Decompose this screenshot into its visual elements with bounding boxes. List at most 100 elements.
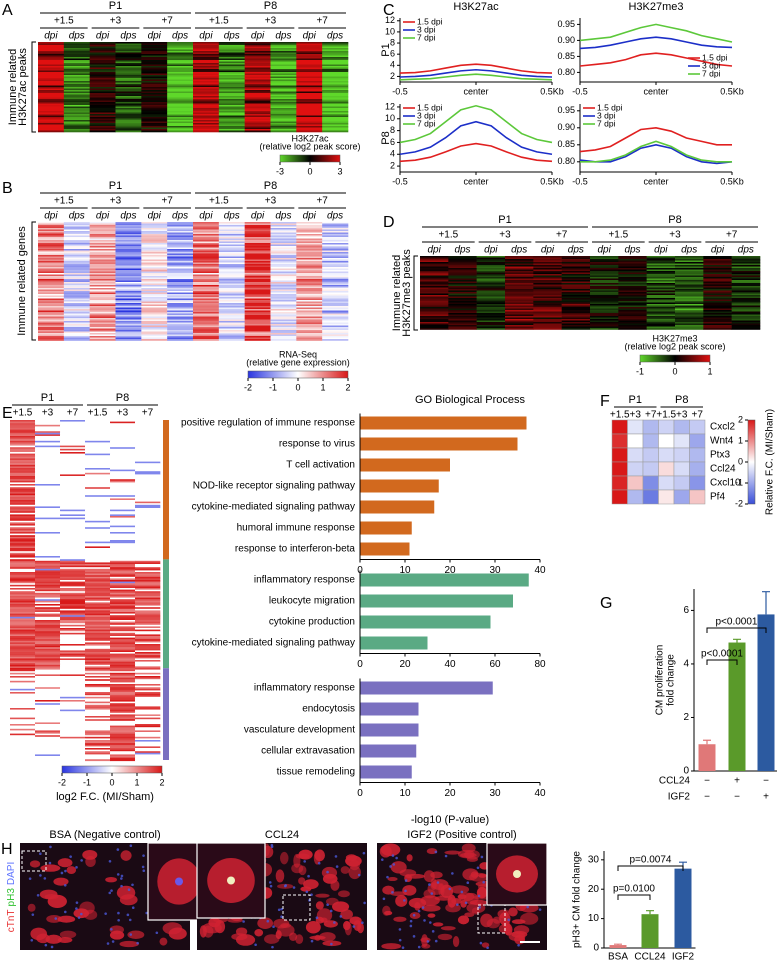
nucleus bbox=[75, 866, 78, 869]
series-line bbox=[400, 74, 552, 80]
heatmap-cell bbox=[690, 420, 706, 434]
series-line bbox=[580, 128, 732, 152]
category-label: cellular extravasation bbox=[261, 746, 355, 757]
condition-label: dpi bbox=[303, 211, 317, 222]
condition-label: dps bbox=[738, 245, 754, 256]
comparison-label: p<0.0001 bbox=[701, 649, 743, 660]
colorbar-subtitle: (relative log2 peak score) bbox=[624, 341, 725, 351]
nucleus bbox=[128, 888, 131, 891]
x-tick-label: center bbox=[463, 86, 488, 96]
y-axis-label: pH3+ CM fold change bbox=[572, 851, 583, 948]
cell bbox=[458, 915, 469, 924]
colorbar-tick-label: 3 bbox=[337, 166, 342, 176]
heatmap-cell bbox=[38, 131, 64, 133]
condition-sign: − bbox=[763, 776, 769, 787]
bar bbox=[360, 501, 434, 514]
row-label: Ptx3 bbox=[710, 450, 730, 461]
timepoint-label: +3 bbox=[499, 230, 511, 241]
heatmap-cell bbox=[271, 339, 297, 341]
panel-letter: D bbox=[383, 214, 395, 231]
category-label: cytokine production bbox=[269, 617, 355, 628]
bar bbox=[610, 945, 627, 948]
comparison-label: p=0.0100 bbox=[613, 884, 655, 895]
cell bbox=[480, 914, 493, 928]
heatmap-cell bbox=[219, 131, 245, 133]
legend-label: 7 dpi bbox=[417, 32, 436, 42]
x-tick-label: 20 bbox=[399, 659, 411, 670]
group-label: P1 bbox=[498, 214, 511, 226]
nucleus bbox=[76, 901, 79, 904]
x-tick-label: 30 bbox=[489, 788, 501, 799]
heatmap-cell bbox=[674, 434, 690, 448]
legend-label: 7 dpi bbox=[597, 118, 616, 128]
nucleus bbox=[363, 902, 366, 905]
category-label: humoral immune response bbox=[237, 523, 356, 534]
x-tick-label: 0.5Kb bbox=[540, 86, 564, 96]
nucleus bbox=[427, 940, 430, 943]
cell bbox=[46, 915, 62, 923]
nucleus bbox=[110, 889, 113, 892]
y-axis-label: CM proliferation bbox=[655, 645, 666, 716]
nucleus bbox=[64, 911, 67, 914]
nucleus bbox=[539, 908, 542, 911]
bar bbox=[360, 766, 412, 779]
nucleus bbox=[270, 885, 273, 888]
series-line bbox=[400, 70, 552, 77]
nucleus bbox=[429, 921, 432, 924]
x-tick-label: center bbox=[463, 176, 488, 186]
inset-nucleus bbox=[175, 878, 183, 886]
nucleus bbox=[395, 857, 398, 860]
cell bbox=[323, 874, 338, 884]
condition-label: dpi bbox=[597, 245, 611, 256]
y-tick-label: 8 bbox=[390, 37, 395, 47]
category-label: endocytosis bbox=[302, 704, 355, 715]
bar bbox=[758, 614, 775, 771]
group-label: P1 bbox=[109, 180, 122, 192]
group-label: P8 bbox=[264, 180, 277, 192]
cell bbox=[257, 917, 273, 929]
category-label: BSA bbox=[608, 952, 628, 962]
heatmap-cell bbox=[703, 328, 732, 330]
category-label: cytokine-mediated signaling pathway bbox=[192, 502, 355, 513]
nucleus bbox=[120, 877, 123, 880]
condition-label: dpi bbox=[148, 211, 162, 222]
timepoint-label: +3 bbox=[117, 408, 129, 419]
nucleus bbox=[413, 935, 416, 938]
cell bbox=[295, 934, 303, 944]
x-tick-label: center bbox=[643, 86, 668, 96]
heatmap-cell bbox=[659, 490, 675, 504]
nucleus bbox=[526, 906, 529, 909]
colorbar-subtitle: (relative gene expression) bbox=[246, 357, 350, 367]
error-bar bbox=[703, 740, 711, 744]
timepoint-label: +3 bbox=[265, 196, 277, 207]
heatmap-cell bbox=[628, 448, 644, 462]
series-line bbox=[400, 144, 552, 162]
nucleus bbox=[293, 886, 296, 889]
x-tick-label: 0 bbox=[357, 788, 363, 799]
cell bbox=[254, 929, 263, 936]
heatmap-cell bbox=[659, 476, 675, 490]
condition-sign: + bbox=[763, 792, 769, 803]
nucleus bbox=[428, 883, 431, 886]
heatmap-cell bbox=[193, 131, 219, 133]
nucleus bbox=[448, 888, 451, 891]
heatmap-cell bbox=[732, 328, 761, 330]
cell bbox=[382, 906, 390, 916]
heatmap-cell bbox=[448, 328, 477, 330]
heatmap-cell bbox=[219, 339, 245, 341]
nucleus bbox=[318, 862, 321, 865]
heatmap-cell bbox=[643, 490, 659, 504]
category-label: positive regulation of immune response bbox=[181, 418, 355, 429]
timepoint-label: +7 bbox=[726, 230, 738, 241]
x-tick-label: 10 bbox=[399, 788, 411, 799]
heatmap-cell bbox=[690, 434, 706, 448]
heatmap-cell bbox=[322, 339, 348, 341]
heatmap-cell bbox=[10, 759, 35, 761]
heatmap-cell bbox=[35, 759, 60, 761]
cell bbox=[433, 922, 444, 926]
nucleus bbox=[284, 884, 287, 887]
row-label: Wnt4 bbox=[710, 436, 734, 447]
cluster-bar bbox=[163, 559, 169, 668]
nucleus bbox=[39, 852, 42, 855]
group-label: P8 bbox=[668, 214, 681, 226]
